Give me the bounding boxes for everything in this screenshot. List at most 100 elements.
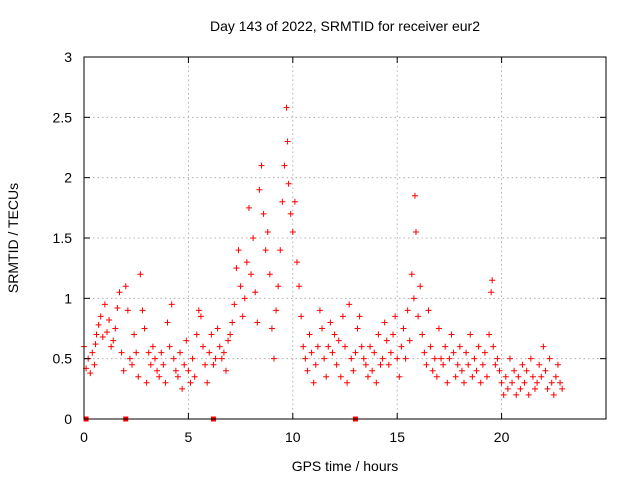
data-point <box>523 367 530 374</box>
data-point <box>252 289 259 296</box>
data-point <box>373 379 380 386</box>
data-point <box>383 337 390 344</box>
data-point <box>154 367 161 374</box>
data-point <box>356 313 363 320</box>
data-point <box>390 331 397 338</box>
data-point <box>534 379 541 386</box>
data-point <box>273 307 280 314</box>
data-point <box>504 385 511 392</box>
data-point <box>220 349 227 356</box>
data-point <box>542 367 549 374</box>
data-point <box>544 385 551 392</box>
data-point <box>511 367 518 374</box>
data-point <box>204 379 211 386</box>
data-point <box>417 283 424 290</box>
data-point <box>316 307 323 314</box>
data-point <box>151 355 158 362</box>
x-tick-label: 5 <box>185 429 193 445</box>
data-point <box>342 343 348 350</box>
data-point <box>206 349 213 356</box>
data-point <box>412 228 419 235</box>
data-point <box>360 355 367 362</box>
data-point <box>212 355 219 362</box>
data-point <box>118 349 125 356</box>
data-point <box>379 355 386 362</box>
data-point <box>529 373 536 380</box>
data-point <box>304 367 311 374</box>
y-tick-label: 1 <box>64 290 72 306</box>
data-point <box>162 379 169 386</box>
y-axis-label: SRMTID / TECUs <box>5 183 21 293</box>
data-point <box>550 391 557 398</box>
data-point <box>481 349 488 356</box>
data-point <box>517 385 524 392</box>
data-point <box>354 325 361 332</box>
data-point <box>429 367 436 374</box>
data-point <box>114 304 121 311</box>
data-point <box>256 186 263 193</box>
data-point <box>448 331 455 338</box>
data-point <box>333 361 340 368</box>
data-point <box>179 385 186 392</box>
data-point <box>335 337 342 344</box>
data-point <box>483 373 490 380</box>
data-point <box>185 367 192 374</box>
series-srmtid <box>81 104 566 398</box>
data-point <box>452 373 459 380</box>
data-point <box>93 331 100 338</box>
data-point <box>106 317 113 324</box>
data-point <box>135 373 142 380</box>
data-point <box>465 361 472 368</box>
data-point <box>200 343 207 350</box>
data-point <box>475 343 482 350</box>
data-point <box>331 331 338 338</box>
data-point <box>431 355 438 362</box>
data-point <box>488 289 495 296</box>
data-point <box>308 349 315 356</box>
data-point <box>266 271 273 278</box>
data-point <box>509 379 516 386</box>
data-point <box>95 321 102 328</box>
data-point <box>496 367 503 374</box>
data-point <box>554 361 561 368</box>
chart-title: Day 143 of 2022, SRMTID for receiver eur… <box>210 18 480 34</box>
data-point <box>268 325 275 332</box>
data-point <box>329 349 336 356</box>
data-point <box>225 337 232 344</box>
data-point <box>262 247 269 254</box>
data-point <box>421 349 428 356</box>
data-point <box>229 319 236 326</box>
y-tick-label: 1.5 <box>53 230 73 246</box>
data-point <box>479 361 486 368</box>
data-point <box>237 283 244 290</box>
data-point <box>222 367 229 374</box>
data-point <box>243 259 250 266</box>
data-point <box>327 319 334 326</box>
data-point <box>337 373 344 380</box>
data-point <box>271 355 278 362</box>
data-point <box>275 283 282 290</box>
data-point <box>293 259 300 266</box>
data-point <box>486 331 493 338</box>
data-point <box>502 373 509 380</box>
data-point <box>515 373 522 380</box>
data-point <box>147 361 154 368</box>
data-point <box>346 301 353 308</box>
x-tick-label: 0 <box>80 429 88 445</box>
data-point <box>458 367 465 374</box>
data-point <box>89 349 96 356</box>
data-point <box>296 283 303 290</box>
grid <box>84 57 606 419</box>
data-point <box>131 331 138 338</box>
data-point <box>548 379 555 386</box>
data-point <box>456 343 463 350</box>
data-point <box>406 337 413 344</box>
data-point <box>245 204 252 211</box>
data-point <box>400 325 407 332</box>
x-tick-label: 20 <box>494 429 510 445</box>
data-point <box>129 361 136 368</box>
y-tick-label: 2.5 <box>53 109 73 125</box>
data-point <box>362 361 369 368</box>
data-point <box>239 313 246 320</box>
